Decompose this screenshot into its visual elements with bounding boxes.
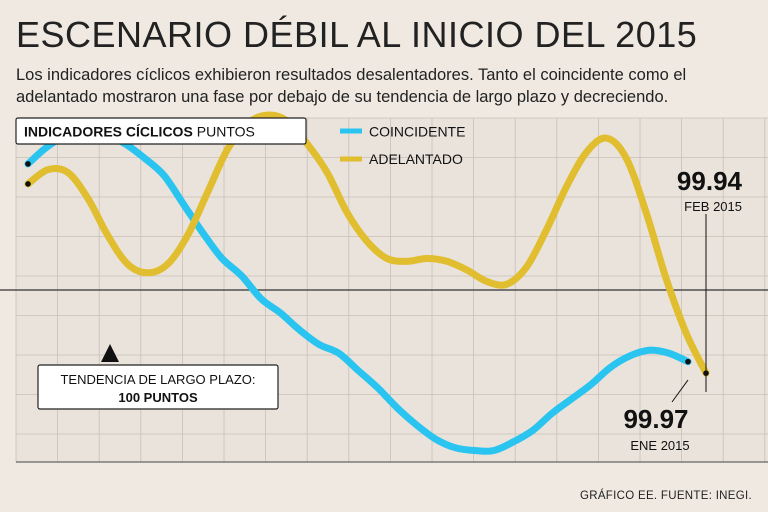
- trend-label-line2: 100 PUNTOS: [118, 390, 198, 405]
- chart-title-bold: INDICADORES CÍCLICOS: [24, 124, 193, 140]
- trend-arrow-icon: [101, 344, 119, 362]
- page-title: ESCENARIO DÉBIL AL INICIO DEL 2015: [16, 14, 698, 55]
- trend-label-line1: TENDENCIA DE LARGO PLAZO:: [60, 372, 255, 387]
- endpoint-dot-coincidente-end: [685, 358, 691, 365]
- legend-label-coincidente: COINCIDENTE: [369, 124, 465, 140]
- chart-title-unit: PUNTOS: [197, 124, 255, 140]
- ene-value-label: 99.97: [623, 404, 688, 434]
- series-line-adelantado: [24, 111, 710, 377]
- ene-date-label: ENE 2015: [630, 438, 689, 453]
- series-line-coincidente: [24, 128, 692, 455]
- endpoint-dot-coincidente-start: [25, 161, 31, 167]
- feb-date-label: FEB 2015: [684, 199, 742, 214]
- feb-value-label: 99.94: [677, 166, 743, 196]
- endpoint-dot-adelantado-start: [25, 181, 31, 187]
- page-subtitle: Los indicadores cíclicos exhibieron resu…: [16, 66, 687, 106]
- chart-title-box: [15, 117, 307, 145]
- ene-leader-line: [671, 379, 689, 403]
- source-credit: GRÁFICO EE. FUENTE: INEGI.: [579, 490, 752, 502]
- series-layer: [24, 111, 710, 455]
- legend-label-adelantado: ADELANTADO: [369, 151, 463, 167]
- trend-label-box: [37, 364, 279, 410]
- chart-title: INDICADORES CÍCLICOS PUNTOS: [24, 124, 255, 140]
